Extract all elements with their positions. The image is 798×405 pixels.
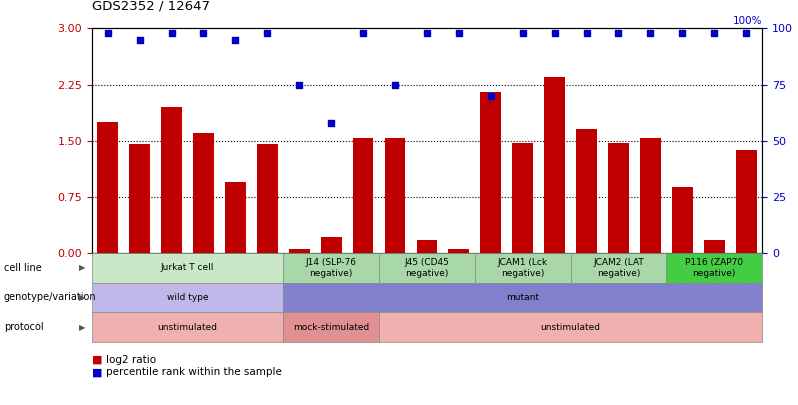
Text: ■: ■: [92, 355, 102, 365]
Text: ■: ■: [92, 367, 102, 377]
Bar: [640, 139, 661, 253]
Text: protocol: protocol: [4, 322, 44, 332]
Text: ▶: ▶: [79, 322, 85, 332]
Bar: [97, 122, 118, 253]
Bar: [353, 139, 373, 253]
Text: P116 (ZAP70
negative): P116 (ZAP70 negative): [685, 258, 743, 277]
Text: GDS2352 / 12647: GDS2352 / 12647: [92, 0, 210, 12]
Text: log2 ratio: log2 ratio: [106, 355, 156, 365]
Point: [133, 36, 146, 43]
Point: [357, 30, 369, 36]
Point: [580, 30, 593, 36]
Text: J45 (CD45
negative): J45 (CD45 negative): [405, 258, 449, 277]
Point: [293, 81, 306, 88]
Text: JCAM2 (LAT
negative): JCAM2 (LAT negative): [593, 258, 644, 277]
Text: Jurkat T cell: Jurkat T cell: [161, 263, 214, 273]
Point: [644, 30, 657, 36]
Point: [229, 36, 242, 43]
Point: [389, 81, 401, 88]
Point: [484, 92, 497, 99]
Point: [421, 30, 433, 36]
Text: cell line: cell line: [4, 263, 41, 273]
Text: J14 (SLP-76
negative): J14 (SLP-76 negative): [306, 258, 357, 277]
Bar: [129, 145, 150, 253]
Text: genotype/variation: genotype/variation: [4, 292, 97, 303]
Text: ▶: ▶: [79, 293, 85, 302]
Point: [101, 30, 114, 36]
Text: 100%: 100%: [733, 16, 762, 26]
Text: unstimulated: unstimulated: [540, 322, 601, 332]
Text: unstimulated: unstimulated: [157, 322, 218, 332]
Bar: [193, 133, 214, 253]
Point: [548, 30, 561, 36]
Bar: [257, 145, 278, 253]
Bar: [672, 187, 693, 253]
Bar: [161, 107, 182, 253]
Point: [708, 30, 721, 36]
Bar: [448, 249, 469, 253]
Point: [325, 119, 338, 126]
Bar: [576, 130, 597, 253]
Bar: [289, 249, 310, 253]
Bar: [544, 77, 565, 253]
Bar: [704, 240, 725, 253]
Point: [452, 30, 465, 36]
Point: [261, 30, 274, 36]
Point: [676, 30, 689, 36]
Bar: [385, 139, 405, 253]
Bar: [736, 150, 757, 253]
Point: [516, 30, 529, 36]
Point: [165, 30, 178, 36]
Point: [740, 30, 753, 36]
Text: JCAM1 (Lck
negative): JCAM1 (Lck negative): [498, 258, 547, 277]
Point: [197, 30, 210, 36]
Text: mutant: mutant: [506, 293, 539, 302]
Bar: [480, 92, 501, 253]
Text: percentile rank within the sample: percentile rank within the sample: [106, 367, 282, 377]
Bar: [321, 237, 342, 253]
Bar: [417, 240, 437, 253]
Point: [612, 30, 625, 36]
Text: mock-stimulated: mock-stimulated: [293, 322, 369, 332]
Text: wild type: wild type: [167, 293, 208, 302]
Bar: [225, 182, 246, 253]
Bar: [512, 143, 533, 253]
Text: ▶: ▶: [79, 263, 85, 273]
Bar: [608, 143, 629, 253]
